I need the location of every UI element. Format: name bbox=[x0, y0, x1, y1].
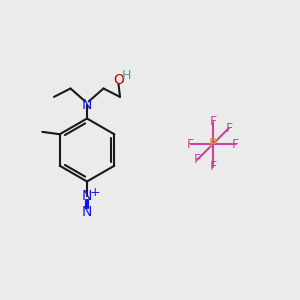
Text: F: F bbox=[209, 115, 217, 128]
Text: H: H bbox=[122, 68, 132, 82]
Text: N: N bbox=[82, 205, 92, 218]
Text: O: O bbox=[113, 74, 124, 87]
Text: F: F bbox=[225, 122, 233, 135]
Text: N: N bbox=[82, 98, 92, 112]
Text: F: F bbox=[194, 153, 201, 167]
Text: N: N bbox=[82, 189, 92, 203]
Text: F: F bbox=[209, 160, 217, 173]
Text: F: F bbox=[232, 137, 239, 151]
Text: +: + bbox=[90, 186, 101, 199]
Text: P: P bbox=[209, 137, 217, 151]
Text: F: F bbox=[187, 137, 194, 151]
